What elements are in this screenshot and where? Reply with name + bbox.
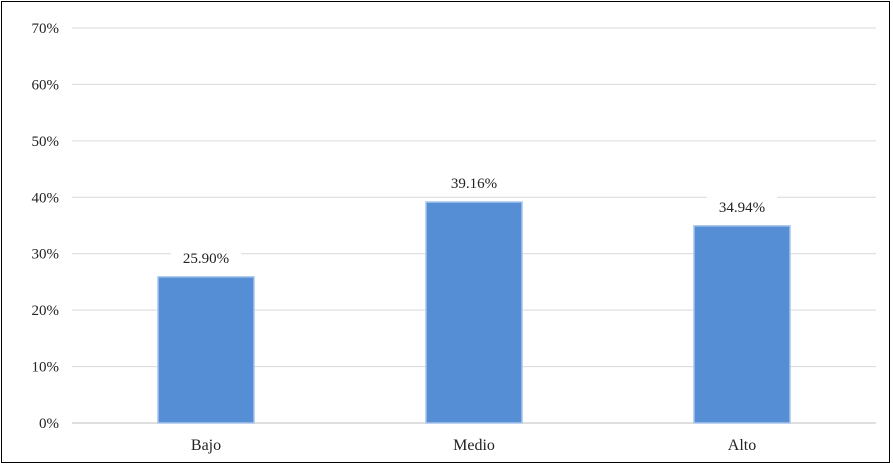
x-axis-labels: Bajo Medio Alto [191, 437, 756, 454]
y-tick-label: 20% [32, 303, 60, 319]
y-tick-label: 30% [32, 247, 60, 263]
y-tick-label: 70% [32, 21, 60, 37]
y-tick-label: 0% [39, 416, 59, 432]
bar-bajo [157, 276, 255, 424]
data-label-bg [707, 195, 777, 216]
y-axis-ticks: 0% 10% 20% 30% 40% 50% 60% 70% [32, 21, 60, 432]
y-tick-label: 50% [32, 134, 60, 150]
x-tick-label: Alto [728, 437, 756, 454]
x-tick-label: Medio [453, 437, 495, 454]
y-tick-label: 40% [32, 190, 60, 206]
y-tick-label: 10% [32, 360, 60, 376]
bar-alto [693, 225, 791, 424]
data-label: 34.94% [719, 200, 765, 216]
y-tick-label: 60% [32, 77, 60, 93]
bars [157, 201, 791, 424]
data-label-bg [439, 172, 509, 193]
data-label: 39.16% [451, 176, 497, 192]
bar-medio [425, 201, 523, 424]
data-label-bg [171, 246, 241, 267]
data-label: 25.90% [183, 251, 229, 267]
data-labels: 25.90% 39.16% 34.94% [171, 172, 777, 267]
x-tick-label: Bajo [191, 437, 221, 454]
